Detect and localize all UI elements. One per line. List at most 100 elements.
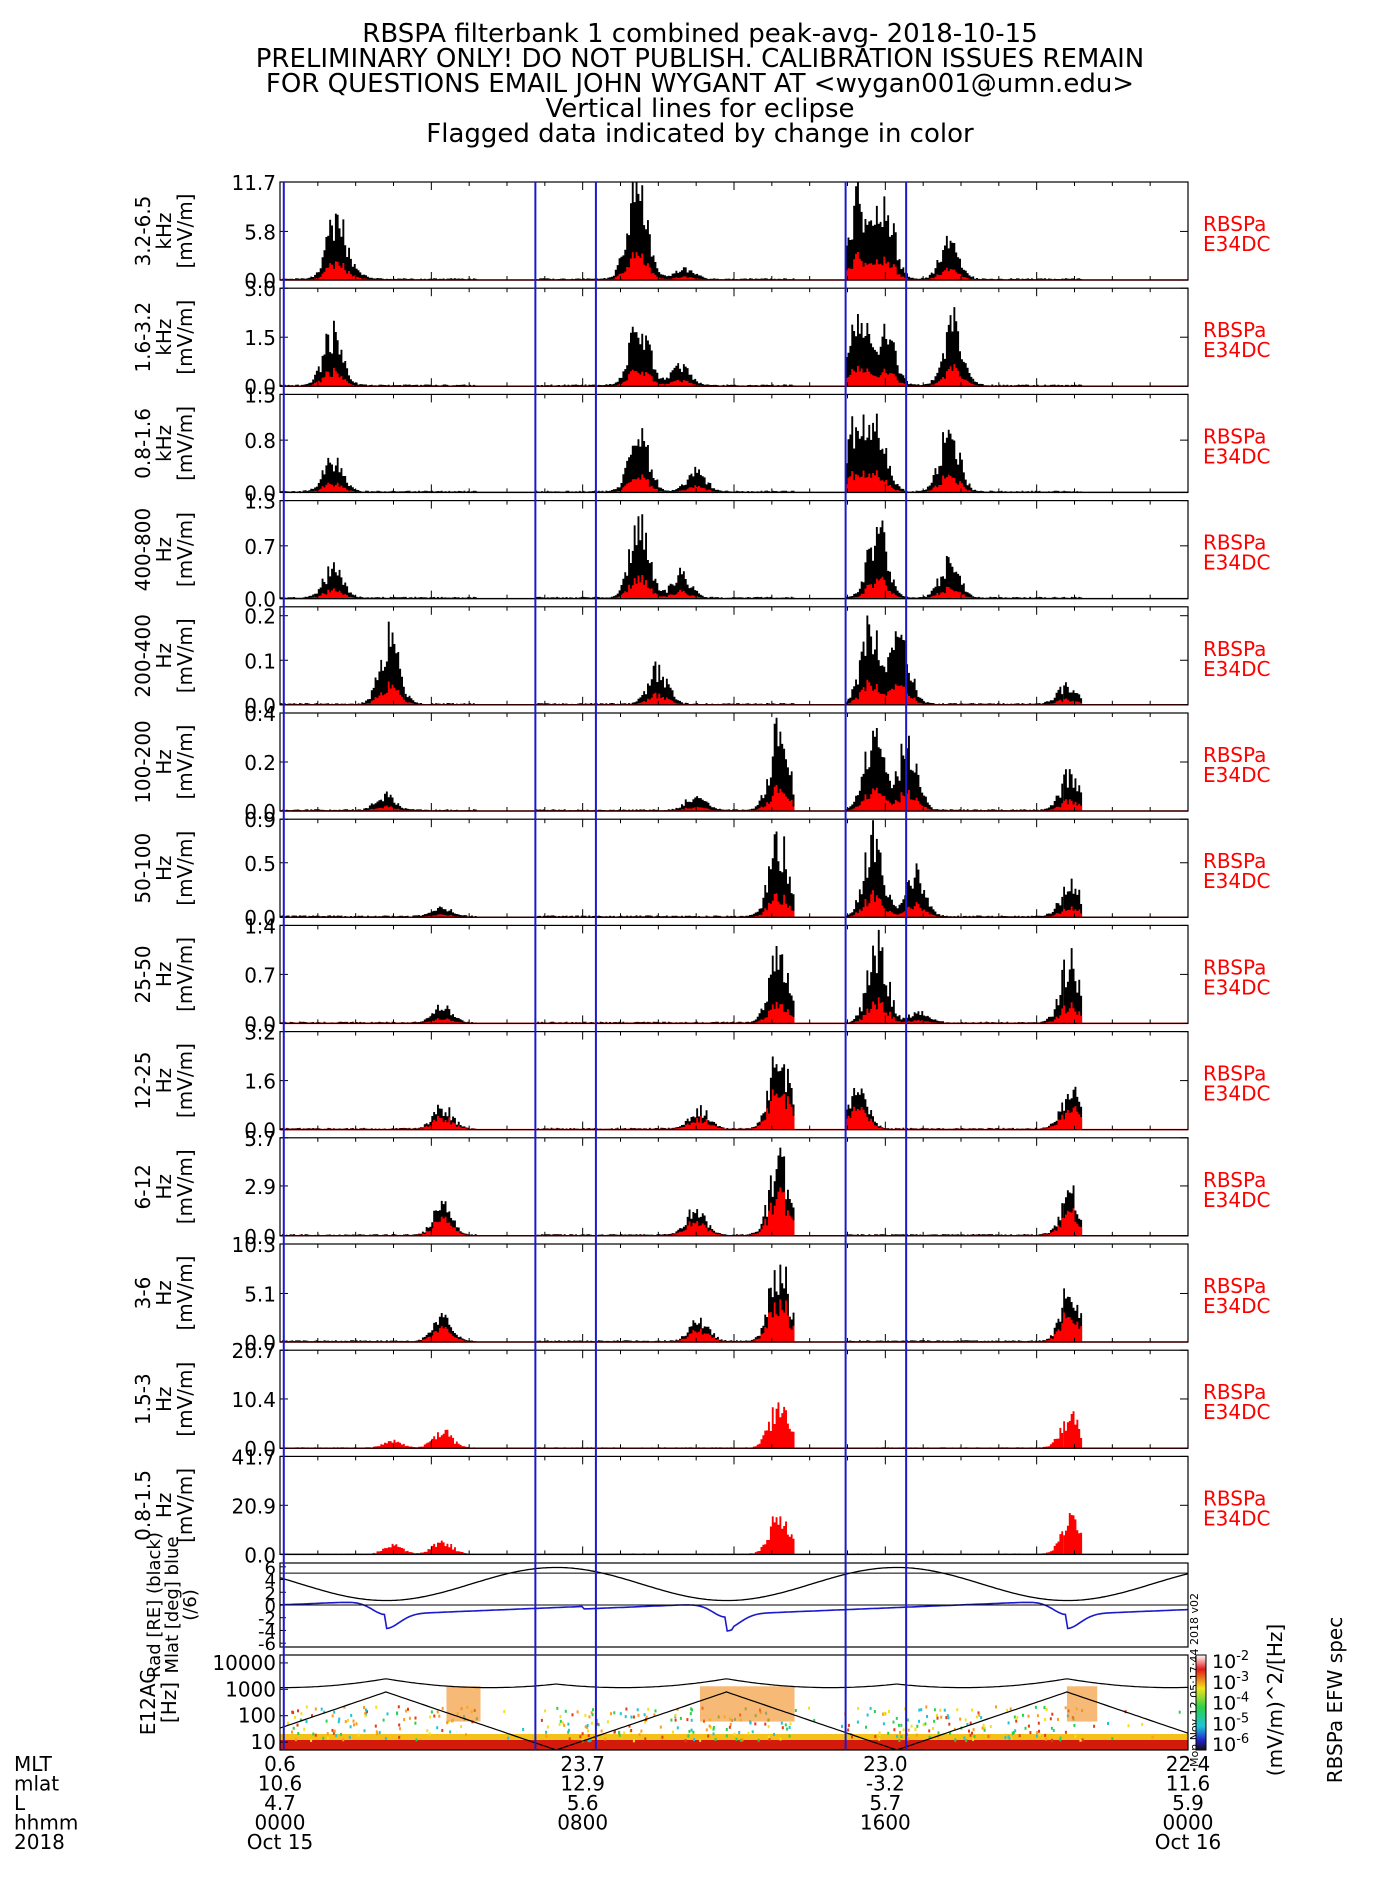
probe-label: RBSPa xyxy=(1203,1486,1266,1510)
spec-pixel xyxy=(576,1710,579,1714)
spec-pixel xyxy=(600,1729,603,1733)
spec-pixel xyxy=(344,1720,347,1724)
spec-pixel xyxy=(567,1730,570,1734)
y-tick-label: 20.9 xyxy=(231,1494,276,1518)
warning-line: PRELIMINARY ONLY! DO NOT PUBLISH. CALIBR… xyxy=(255,44,1145,74)
spec-pixel xyxy=(975,1715,978,1719)
spec-pixel xyxy=(897,1723,900,1727)
y-tick-label: -4 xyxy=(258,1621,276,1642)
spec-pixel xyxy=(1007,1721,1010,1725)
spec-pixel xyxy=(708,1724,711,1728)
spec-pixel xyxy=(922,1723,925,1727)
y-axis-label: 0.8-1.6 xyxy=(131,408,155,479)
channel-label: E34DC xyxy=(1203,1294,1270,1318)
colorbar-tick-label: 10-6 xyxy=(1212,1732,1249,1756)
spec-pixel xyxy=(350,1713,353,1717)
spec-pixel xyxy=(333,1710,336,1714)
y-axis-label: [mV/m] xyxy=(173,512,197,587)
flag-note: Flagged data indicated by change in colo… xyxy=(426,119,974,149)
x-tick-value: 23.0 xyxy=(863,1752,908,1776)
spec-pixel xyxy=(1080,1738,1083,1742)
spec-pixel xyxy=(1038,1733,1041,1737)
spec-pixel xyxy=(386,1712,389,1716)
probe-label: RBSPa xyxy=(1203,955,1266,979)
x-tick-value: Oct 16 xyxy=(1155,1830,1221,1854)
spec-pixel xyxy=(643,1713,646,1717)
spec-pixel xyxy=(378,1731,381,1735)
spec-pixel xyxy=(969,1721,972,1725)
spec-pixel xyxy=(847,1723,850,1727)
y-axis-label: Hz xyxy=(152,1493,176,1519)
y-tick-label: 0.2 xyxy=(244,605,276,629)
spec-pixel xyxy=(847,1728,850,1732)
spec-pixel xyxy=(690,1728,693,1732)
panel-frame xyxy=(279,287,1189,387)
spec-pixel xyxy=(1064,1730,1067,1734)
y-axis-label: 50-100 xyxy=(131,833,155,904)
spec-pixel xyxy=(653,1713,656,1717)
channel-label: E34DC xyxy=(1203,444,1270,468)
panel-frame xyxy=(279,1137,1189,1237)
spec-pixel xyxy=(786,1727,789,1731)
y-tick-label: 0.0 xyxy=(244,1331,276,1355)
y-axis-label: [mV/m] xyxy=(173,937,197,1012)
spec-pixel xyxy=(407,1707,409,1711)
spec-pixel xyxy=(366,1710,368,1714)
spec-pixel xyxy=(841,1724,843,1728)
avg-trace xyxy=(280,784,1083,811)
avg-trace xyxy=(280,252,1083,280)
spec-pixel xyxy=(1027,1724,1030,1728)
probe-label: RBSPa xyxy=(1203,424,1266,448)
spec-pixel xyxy=(965,1739,968,1743)
spec-pixel xyxy=(690,1707,693,1711)
probe-label: RBSPa xyxy=(1203,318,1266,342)
spec-pixel xyxy=(353,1723,355,1727)
gyrofrequency-curve xyxy=(555,1691,897,1750)
spec-pixel xyxy=(375,1705,378,1709)
y-axis-label: Hz xyxy=(152,1068,176,1094)
spec-pixel xyxy=(349,1725,352,1729)
spec-pixel xyxy=(725,1734,728,1738)
spec-pixel xyxy=(1051,1738,1053,1742)
spec-pixel xyxy=(591,1713,594,1717)
spec-pixel xyxy=(995,1705,997,1709)
spec-pixel xyxy=(323,1710,326,1714)
y-axis-label: 25-50 xyxy=(131,945,155,1003)
y-axis-label: 100-200 xyxy=(131,720,155,804)
y-tick-label: 0.5 xyxy=(244,852,276,876)
spec-pixel xyxy=(637,1713,640,1717)
spec-pixel xyxy=(310,1739,313,1742)
spec-pixel xyxy=(1044,1718,1047,1721)
peak-trace xyxy=(280,182,1083,280)
spec-pixel xyxy=(674,1713,677,1717)
spec-pixel xyxy=(679,1716,682,1720)
spec-pixel xyxy=(375,1730,378,1734)
spec-pixel xyxy=(966,1722,969,1726)
avg-trace xyxy=(280,364,1083,387)
spec-pixel xyxy=(674,1718,677,1722)
spec-pixel xyxy=(924,1722,927,1726)
spec-pixel xyxy=(355,1722,358,1726)
x-tick-value: 0000 xyxy=(255,1811,306,1835)
spec-pixel xyxy=(1045,1737,1048,1741)
spec-pixel xyxy=(364,1708,367,1712)
spec-pixel xyxy=(338,1717,341,1721)
eclipse-note: Vertical lines for eclipse xyxy=(545,94,855,124)
y-tick-label: 100 xyxy=(238,1704,276,1728)
spec-pixel xyxy=(331,1728,334,1732)
spec-pixel xyxy=(808,1706,810,1710)
spec-pixel xyxy=(556,1706,559,1710)
spec-pixel xyxy=(429,1715,432,1719)
spec-pixel xyxy=(340,1732,342,1736)
channel-label: E34DC xyxy=(1203,338,1270,362)
spec-pixel xyxy=(981,1726,984,1730)
y-tick-label: 0.2 xyxy=(244,751,276,775)
y-axis-label: [Hz] xyxy=(157,1682,181,1723)
probe-label: RBSPa xyxy=(1203,1380,1266,1404)
spec-pixel xyxy=(898,1738,901,1742)
spec-pixel xyxy=(1052,1729,1055,1732)
spec-pixel xyxy=(305,1720,308,1723)
spec-pixel xyxy=(1057,1717,1059,1721)
plasma-curve xyxy=(280,1678,557,1689)
